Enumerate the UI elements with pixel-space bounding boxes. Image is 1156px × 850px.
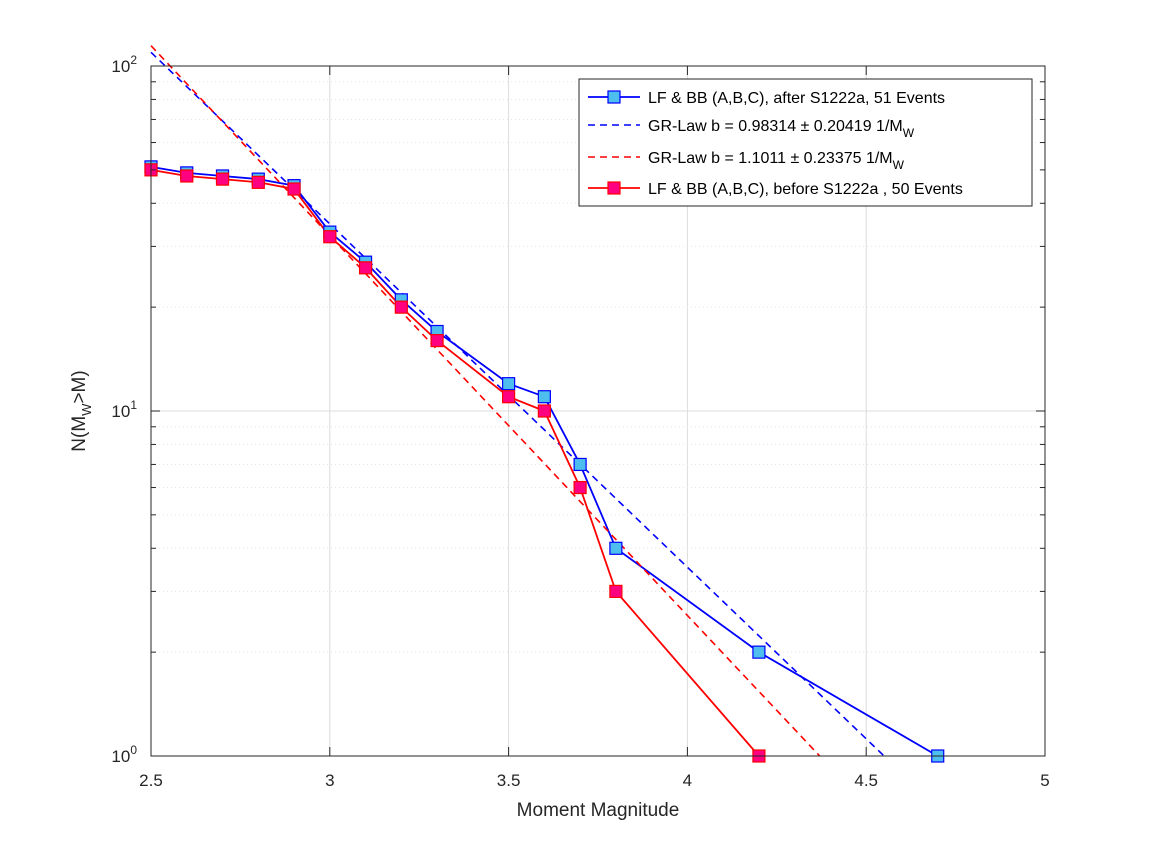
y-tick-label-base: 10	[111, 402, 130, 421]
y-tick-label: 102	[111, 53, 137, 76]
y-tick-label-exponent: 0	[130, 743, 137, 757]
series-2-line	[150, 51, 885, 757]
series-1-marker	[609, 541, 623, 555]
series-4-marker	[358, 261, 373, 275]
series-4-marker	[323, 230, 337, 244]
y-axis-label: N(MW>M)	[69, 370, 94, 451]
legend: LF & BB (A,B,C), after S1222a, 51 Events…	[578, 78, 1033, 207]
y-tick-label-exponent: 2	[130, 53, 137, 67]
series-4-marker	[502, 390, 516, 404]
legend-label-text: LF & BB (A,B,C), before S1222a , 50 Even…	[648, 181, 963, 198]
series-3-line	[150, 45, 821, 757]
y-axis-label-subscript: W	[79, 403, 94, 416]
x-tick-label: 5	[1040, 771, 1049, 790]
legend-label-text: LF & BB (A,B,C), after S1222a, 51 Events	[648, 90, 945, 107]
y-tick-label: 100	[111, 743, 137, 766]
legend-label-subscript: W	[893, 158, 905, 172]
legend-label-subscript: W	[903, 126, 915, 140]
x-tick-label: 3	[325, 771, 334, 790]
series-layer	[144, 45, 945, 763]
series-4-marker	[287, 182, 301, 196]
legend-label-1: LF & BB (A,B,C), after S1222a, 51 Events	[648, 90, 945, 107]
series-4-marker	[537, 404, 551, 418]
y-tick-label-exponent: 1	[130, 398, 137, 412]
series-1-marker	[752, 645, 766, 659]
series-1-marker	[573, 457, 587, 472]
x-tick-label: 4.5	[854, 771, 878, 790]
legend-box	[578, 78, 1033, 207]
y-tick-label-base: 10	[111, 747, 130, 766]
legend-swatch-marker-4	[607, 181, 621, 195]
y-axis-label-main: N(M	[69, 416, 90, 452]
legend-entries: LF & BB (A,B,C), after S1222a, 51 Events…	[588, 90, 963, 198]
series-4-marker	[180, 169, 194, 183]
series-4-marker	[251, 175, 265, 189]
y-tick-label: 101	[111, 398, 137, 421]
series-4-marker	[430, 333, 444, 348]
legend-label-3: GR-Law b = 1.1011 ± 0.23375 1/MW	[648, 150, 905, 172]
series-4-marker	[215, 172, 230, 186]
y-axis-label-tail: >M)	[69, 370, 90, 403]
y-tick-label-base: 10	[111, 57, 130, 76]
series-4-marker	[394, 300, 408, 314]
x-tick-label: 3.5	[497, 771, 521, 790]
series-4-marker	[609, 584, 623, 598]
x-axis-label: Moment Magnitude	[517, 800, 680, 821]
tick-marks	[150, 65, 1046, 757]
legend-label-4: LF & BB (A,B,C), before S1222a , 50 Even…	[648, 181, 963, 198]
x-tick-label: 4	[683, 771, 692, 790]
series-4-marker	[573, 480, 587, 495]
series-1-marker	[502, 377, 516, 391]
x-tick-label: 2.5	[139, 771, 163, 790]
legend-label-text: GR-Law b = 1.1011 ± 0.23375 1/M	[648, 150, 893, 167]
legend-swatch-marker-1	[607, 90, 621, 104]
legend-label-text: GR-Law b = 0.98314 ± 0.20419 1/M	[648, 118, 903, 135]
series-1-marker	[537, 390, 551, 404]
legend-label-2: GR-Law b = 0.98314 ± 0.20419 1/MW	[648, 118, 915, 140]
